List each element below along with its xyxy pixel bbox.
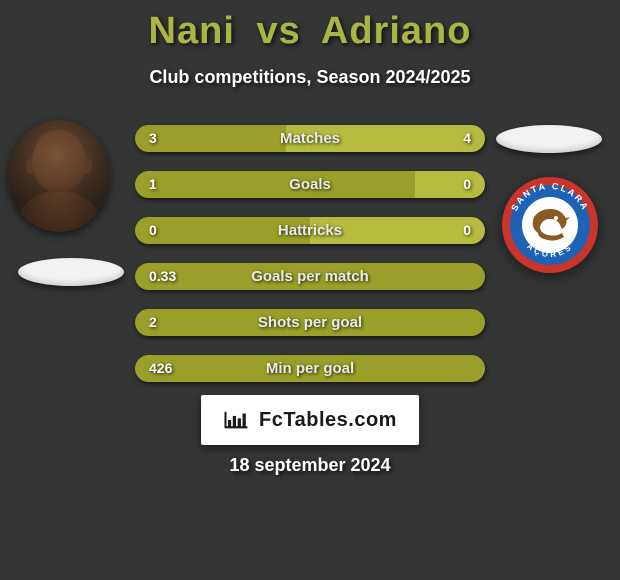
- stat-row: Min per goal426: [135, 355, 485, 382]
- brand-text: FcTables.com: [259, 409, 397, 432]
- stat-bar-left: [135, 125, 286, 152]
- brand-chart-icon: [223, 409, 249, 431]
- player2-flag: [496, 125, 602, 153]
- stat-bar-left: [135, 217, 310, 244]
- title-player2: Adriano: [321, 10, 472, 52]
- player1-avatar: [8, 120, 110, 232]
- avatar-head-shape: [32, 130, 86, 192]
- player2-club-badge: SANTA CLARA AÇORES: [500, 175, 600, 275]
- title-player1: Nani: [149, 10, 235, 52]
- subtitle: Club competitions, Season 2024/2025: [0, 67, 620, 88]
- stat-row: Goals per match0.33: [135, 263, 485, 290]
- stat-row: Shots per goal2: [135, 309, 485, 336]
- page-title: Nani vs Adriano: [0, 0, 620, 53]
- date-text: 18 september 2024: [0, 455, 620, 476]
- comparison-bars: Matches34 Goals10 Hattricks00 Goals per mat…: [135, 125, 485, 401]
- stat-bar-left: [135, 309, 485, 336]
- avatar-body-shape: [10, 190, 108, 232]
- stat-bar-right: [286, 125, 486, 152]
- player1-flag: [18, 258, 124, 286]
- stat-row: Goals10: [135, 171, 485, 198]
- stat-bar-right: [310, 217, 485, 244]
- stat-row: Matches34: [135, 125, 485, 152]
- comparison-infographic: Nani vs Adriano Club competitions, Seaso…: [0, 0, 620, 580]
- stat-bar-left: [135, 171, 415, 198]
- stat-bar-left: [135, 263, 485, 290]
- stat-bar-left: [135, 355, 485, 382]
- brand-box: FcTables.com: [201, 395, 419, 445]
- stat-row: Hattricks00: [135, 217, 485, 244]
- stat-bar-right: [415, 171, 485, 198]
- title-vs: vs: [256, 10, 300, 52]
